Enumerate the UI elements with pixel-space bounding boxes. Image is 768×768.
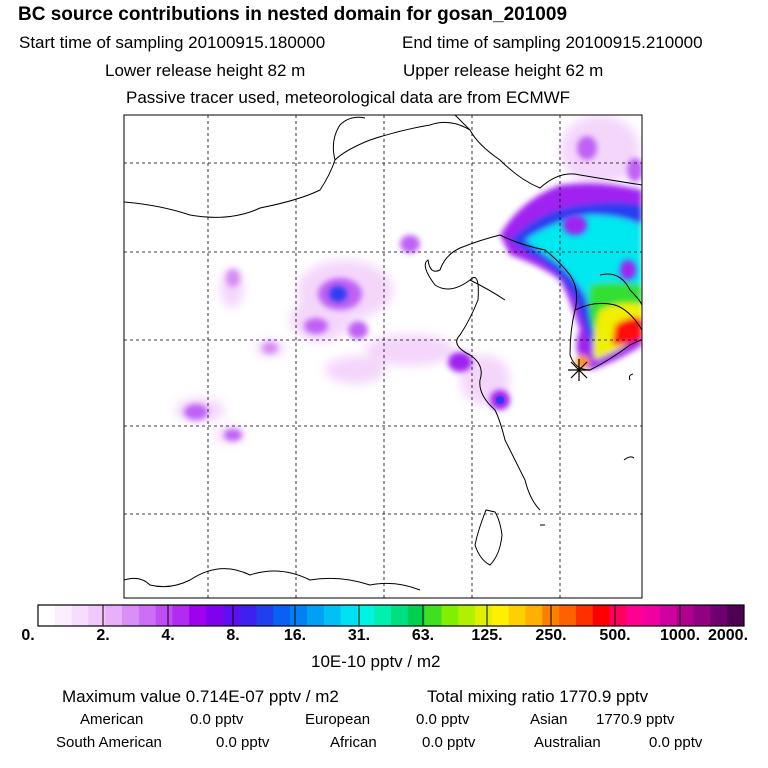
lower-release-label: Lower release height 82 m xyxy=(105,61,306,80)
colorbar-cell xyxy=(222,605,241,626)
colorbar-cell xyxy=(626,605,644,626)
colorbar-units: 10E-10 pptv / m2 xyxy=(311,652,441,671)
colorbar-cell xyxy=(727,605,745,626)
colorbar-tick-label: 16. xyxy=(283,627,307,644)
colorbar-cell xyxy=(441,605,459,626)
colorbar-cell xyxy=(643,605,661,626)
colorbar-tick-label: 2000. xyxy=(707,627,749,644)
european-value: 0.0 pptv xyxy=(416,711,470,728)
colorbar-cell xyxy=(256,605,274,626)
colorbar-cell xyxy=(592,605,610,626)
south-american-value: 0.0 pptv xyxy=(216,734,270,751)
colorbar-tick-label: 500. xyxy=(599,627,631,644)
end-time-label: End time of sampling 20100915.210000 xyxy=(402,33,703,52)
colorbar-cell xyxy=(693,605,711,626)
start-time-label: Start time of sampling 20100915.180000 xyxy=(19,33,326,52)
colorbar-cell xyxy=(71,605,89,626)
colorbar-cell xyxy=(340,605,358,626)
graticule xyxy=(124,115,642,598)
map-frame xyxy=(123,114,643,599)
colorbar-cell xyxy=(290,605,308,626)
colorbar-cell xyxy=(357,605,375,626)
colorbar-cell xyxy=(710,605,728,626)
colorbar-cell xyxy=(155,605,173,626)
asian-value: 1770.9 pptv xyxy=(596,711,675,728)
colorbar-tick-label: 31. xyxy=(347,627,371,644)
gosan-star-marker xyxy=(568,359,590,381)
colorbar-cell xyxy=(206,605,224,626)
colorbar-cell xyxy=(659,605,678,626)
colorbar-cell xyxy=(508,605,526,626)
colorbar-cell xyxy=(88,605,106,626)
colorbar-cell xyxy=(38,605,56,626)
colorbar-tick-label: 63. xyxy=(411,627,435,644)
asian-label: Asian xyxy=(530,711,568,728)
colorbar-cell xyxy=(306,605,325,626)
african-value: 0.0 pptv xyxy=(422,734,476,751)
max-value-label: Maximum value 0.714E-07 pptv / m2 xyxy=(62,687,339,706)
european-label: European xyxy=(305,711,371,728)
colorbar-cell xyxy=(189,605,207,626)
colorbar-cell xyxy=(172,605,190,626)
colorbar-tick-label: 0. xyxy=(21,627,35,644)
page-title: BC source contributions in nested domain… xyxy=(18,4,568,25)
colorbar-cell xyxy=(475,605,493,626)
colorbar-cell xyxy=(609,605,627,626)
colorbar-cell xyxy=(491,605,510,626)
australian-label: Australian xyxy=(534,734,601,751)
colorbar-tick-label: 250. xyxy=(535,627,567,644)
colorbar-tick-label: 125. xyxy=(471,627,503,644)
colorbar-tick-label: 4. xyxy=(161,627,175,644)
colorbar-tick-label: 8. xyxy=(226,627,240,644)
coastline-layer xyxy=(124,115,642,591)
colorbar-cell xyxy=(122,605,140,626)
australian-value: 0.0 pptv xyxy=(649,734,703,751)
colorbar-tick-label: 1000. xyxy=(659,627,701,644)
colorbar-cell xyxy=(138,605,157,626)
colorbar-cell xyxy=(458,605,476,626)
upper-release-label: Upper release height 62 m xyxy=(403,61,604,80)
colorbar-cell xyxy=(559,605,577,626)
african-label: African xyxy=(330,734,377,751)
colorbar-cell xyxy=(374,605,392,626)
colorbar-cell xyxy=(391,605,409,626)
american-value: 0.0 pptv xyxy=(190,711,244,728)
american-label: American xyxy=(80,711,144,728)
colorbar-cell xyxy=(105,605,123,626)
colorbar-cell xyxy=(676,605,694,626)
colorbar-cell xyxy=(273,605,291,626)
colorbar-cell xyxy=(323,605,341,626)
colorbar-cell xyxy=(424,605,442,626)
plume-layer xyxy=(175,115,642,443)
colorbar-cell xyxy=(54,605,73,626)
colorbar-tick-label: 2. xyxy=(96,627,110,644)
colorbar-cell xyxy=(239,605,257,626)
colorbar-cell xyxy=(575,605,594,626)
colorbar-cell xyxy=(525,605,543,626)
tracer-note: Passive tracer used, meteorological data… xyxy=(126,88,571,107)
south-american-label: South American xyxy=(56,734,162,751)
total-mixing-ratio-label: Total mixing ratio 1770.9 pptv xyxy=(427,687,649,706)
colorbar-cell xyxy=(407,605,426,626)
